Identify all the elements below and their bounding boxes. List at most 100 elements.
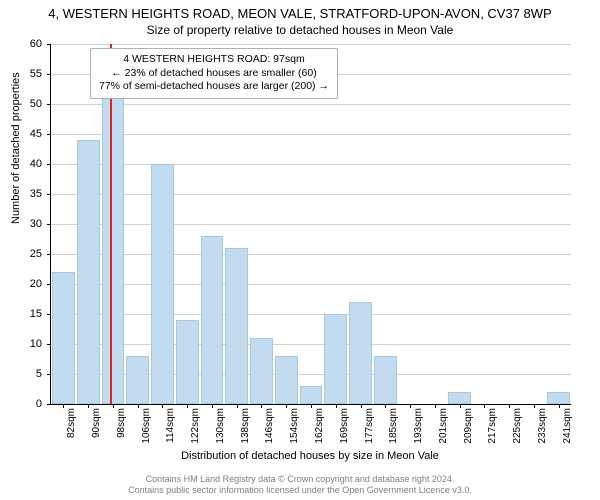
histogram-bar <box>126 356 149 404</box>
histogram-bar <box>77 140 100 404</box>
footer-line: Contains public sector information licen… <box>0 485 600 496</box>
xtick-mark <box>212 404 213 408</box>
ytick-label: 10 <box>22 338 42 350</box>
gridline <box>51 284 571 285</box>
xtick-label: 138sqm <box>240 408 251 444</box>
xtick-mark <box>138 404 139 408</box>
xtick-mark <box>237 404 238 408</box>
ytick-mark <box>47 314 51 315</box>
ytick-mark <box>47 164 51 165</box>
xtick-label: 169sqm <box>339 408 350 444</box>
histogram-bar <box>349 302 372 404</box>
ytick-label: 55 <box>22 68 42 80</box>
chart-subtitle: Size of property relative to detached ho… <box>0 21 600 37</box>
gridline <box>51 104 571 105</box>
tooltip-box: 4 WESTERN HEIGHTS ROAD: 97sqm ← 23% of d… <box>90 48 338 99</box>
ytick-label: 15 <box>22 308 42 320</box>
xtick-label: 130sqm <box>215 408 226 444</box>
xtick-mark <box>162 404 163 408</box>
histogram-bar <box>275 356 298 404</box>
ytick-label: 35 <box>22 188 42 200</box>
ytick-mark <box>47 404 51 405</box>
gridline <box>51 134 571 135</box>
ytick-label: 25 <box>22 248 42 260</box>
xtick-label: 209sqm <box>463 408 474 444</box>
xtick-mark <box>63 404 64 408</box>
histogram-bar <box>300 386 323 404</box>
xtick-mark <box>484 404 485 408</box>
histogram-bar <box>52 272 75 404</box>
ytick-mark <box>47 284 51 285</box>
ytick-label: 45 <box>22 128 42 140</box>
histogram-bar <box>151 164 174 404</box>
ytick-mark <box>47 224 51 225</box>
gridline <box>51 224 571 225</box>
xtick-mark <box>88 404 89 408</box>
xtick-mark <box>187 404 188 408</box>
gridline <box>51 44 571 45</box>
xtick-label: 177sqm <box>364 408 375 444</box>
xtick-label: 114sqm <box>165 408 176 443</box>
xtick-label: 193sqm <box>413 408 424 444</box>
ytick-label: 5 <box>22 368 42 380</box>
xtick-label: 225sqm <box>512 408 523 444</box>
tooltip-line: 4 WESTERN HEIGHTS ROAD: 97sqm <box>99 53 329 67</box>
chart-title: 4, WESTERN HEIGHTS ROAD, MEON VALE, STRA… <box>0 0 600 21</box>
xtick-label: 185sqm <box>388 408 399 444</box>
tooltip-line: ← 23% of detached houses are smaller (60… <box>99 67 329 81</box>
ytick-mark <box>47 74 51 75</box>
histogram-bar <box>201 236 224 404</box>
y-axis-label: Number of detached properties <box>10 72 22 224</box>
tooltip-line: 77% of semi-detached houses are larger (… <box>99 80 329 94</box>
histogram-bar <box>250 338 273 404</box>
ytick-label: 0 <box>22 398 42 410</box>
gridline <box>51 314 571 315</box>
xtick-mark <box>410 404 411 408</box>
xtick-label: 233sqm <box>537 408 548 444</box>
xtick-mark <box>361 404 362 408</box>
ytick-mark <box>47 44 51 45</box>
xtick-mark <box>385 404 386 408</box>
xtick-mark <box>534 404 535 408</box>
xtick-label: 162sqm <box>314 408 325 444</box>
ytick-label: 50 <box>22 98 42 110</box>
xtick-label: 201sqm <box>438 408 449 444</box>
xtick-mark <box>509 404 510 408</box>
ytick-label: 60 <box>22 38 42 50</box>
xtick-label: 122sqm <box>190 408 201 444</box>
xtick-label: 241sqm <box>562 408 573 444</box>
ytick-mark <box>47 134 51 135</box>
chart-area: 82sqm90sqm98sqm106sqm114sqm122sqm130sqm1… <box>50 44 570 404</box>
xtick-label: 106sqm <box>141 408 152 444</box>
xtick-label: 90sqm <box>91 408 102 438</box>
ytick-label: 40 <box>22 158 42 170</box>
xtick-mark <box>435 404 436 408</box>
ytick-label: 20 <box>22 278 42 290</box>
gridline <box>51 344 571 345</box>
xtick-label: 154sqm <box>289 408 300 444</box>
histogram-bar <box>225 248 248 404</box>
histogram-bar <box>324 314 347 404</box>
ytick-mark <box>47 104 51 105</box>
gridline <box>51 254 571 255</box>
xtick-mark <box>113 404 114 408</box>
footer-attribution: Contains HM Land Registry data © Crown c… <box>0 474 600 496</box>
xtick-mark <box>261 404 262 408</box>
xtick-mark <box>311 404 312 408</box>
gridline <box>51 164 571 165</box>
xtick-label: 217sqm <box>487 408 498 444</box>
ytick-mark <box>47 344 51 345</box>
ytick-mark <box>47 374 51 375</box>
histogram-bar <box>547 392 570 404</box>
xtick-mark <box>559 404 560 408</box>
footer-line: Contains HM Land Registry data © Crown c… <box>0 474 600 485</box>
xtick-label: 98sqm <box>116 408 127 438</box>
xtick-mark <box>460 404 461 408</box>
ytick-mark <box>47 254 51 255</box>
xtick-label: 82sqm <box>66 408 77 438</box>
gridline <box>51 194 571 195</box>
ytick-label: 30 <box>22 218 42 230</box>
histogram-bar <box>374 356 397 404</box>
ytick-mark <box>47 194 51 195</box>
xtick-mark <box>336 404 337 408</box>
